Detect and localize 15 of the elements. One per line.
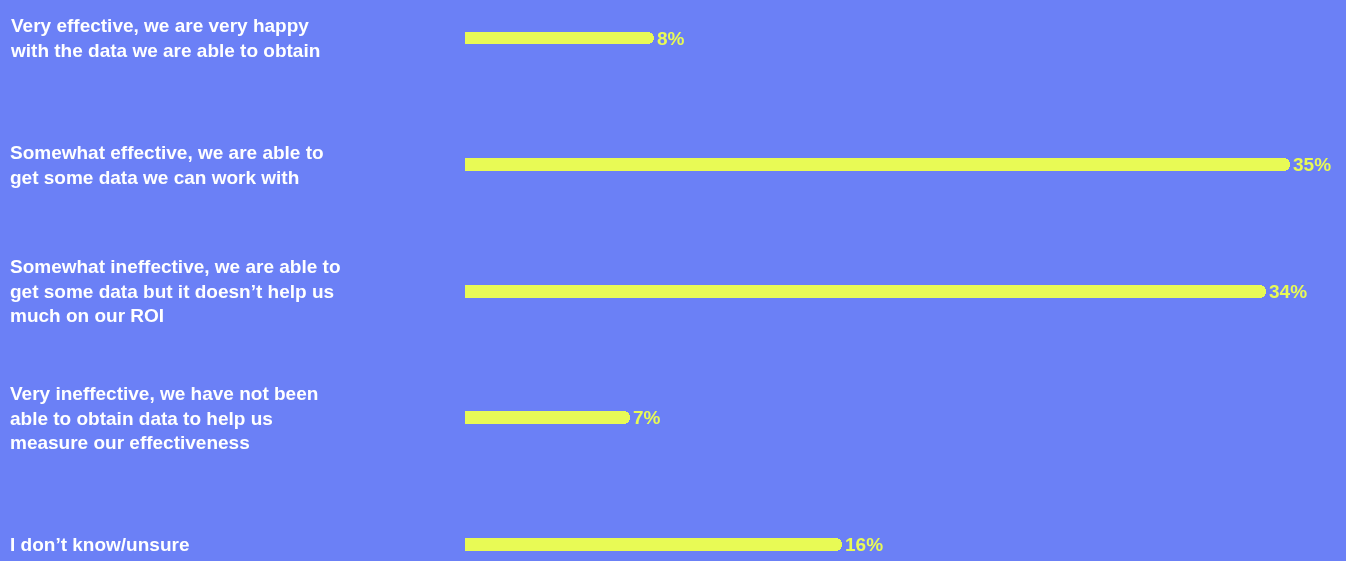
- bar: [465, 538, 842, 551]
- data-label: 35%: [1293, 154, 1332, 175]
- bar: [465, 411, 630, 424]
- bar: [465, 285, 1266, 298]
- data-label: 8%: [657, 27, 685, 49]
- bar: [465, 32, 654, 44]
- bar: [465, 158, 1290, 171]
- data-label: 34%: [1269, 281, 1308, 302]
- y-tick-label: I don’t know/unsure: [10, 534, 190, 555]
- y-tick-label: Somewhat ineffective, we are able to get some data but it doesn’t help us much on our ROI: [10, 256, 341, 327]
- y-tick-label: Very effective, we are very happy with the data we are able to obtain: [10, 15, 321, 61]
- data-label: 16%: [845, 534, 884, 555]
- data-label: 7%: [633, 407, 661, 428]
- y-tick-label: Somewhat effective, we are able to get some data we can work with: [10, 142, 324, 188]
- y-tick-label: Very ineffective, we have not been able to obtain data to help us measure our effectiveness: [10, 383, 319, 454]
